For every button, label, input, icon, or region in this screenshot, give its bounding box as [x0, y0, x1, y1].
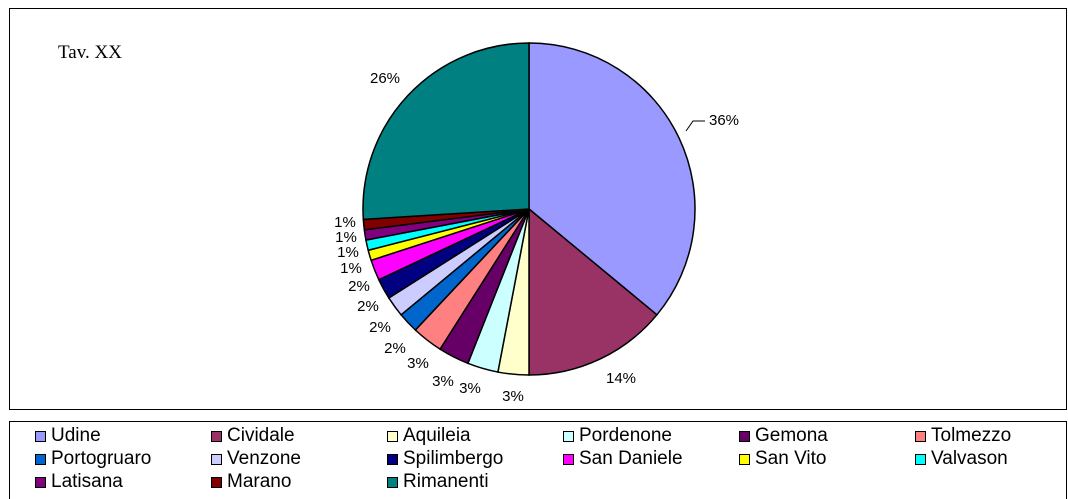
pct-label-valvason: 1% — [337, 244, 359, 261]
legend-item-marano: Marano — [211, 471, 291, 493]
legend-label: Cividale — [227, 425, 295, 446]
legend-item-gemona: Gemona — [739, 425, 828, 447]
pct-label-portogruaro: 2% — [384, 340, 406, 357]
legend-item-udine: Udine — [35, 425, 101, 447]
pct-label-rimanenti: 26% — [370, 70, 400, 87]
legend-swatch — [35, 453, 46, 465]
legend-item-venzone: Venzone — [211, 448, 301, 470]
legend-swatch — [211, 476, 222, 488]
legend-swatch — [211, 430, 222, 442]
legend-item-valvason: Valvason — [915, 448, 1008, 470]
legend-swatch — [563, 453, 574, 465]
legend-label: Venzone — [227, 448, 301, 469]
pct-label-san-daniele: 2% — [348, 278, 370, 295]
legend-item-aquileia: Aquileia — [387, 425, 471, 447]
legend-item-latisana: Latisana — [35, 471, 123, 493]
legend-item-portogruaro: Portogruaro — [35, 448, 151, 470]
legend-item-spilimbergo: Spilimbergo — [387, 448, 503, 470]
legend-swatch — [387, 430, 398, 442]
legend-item-rimanenti: Rimanenti — [387, 471, 489, 493]
legend-swatch — [211, 453, 222, 465]
pie-chart: 36%14%3%3%3%3%2%2%2%2%1%1%1%1%26% — [334, 42, 739, 405]
legend-swatch — [35, 430, 46, 442]
legend-label: Gemona — [755, 425, 828, 446]
pct-label-udine: 36% — [709, 112, 739, 129]
pct-label-marano: 1% — [334, 214, 356, 231]
pct-label-aquileia: 3% — [502, 388, 524, 405]
legend: Udine Cividale Aquileia Pordenone Gemona Tolm… — [9, 421, 1067, 499]
legend-swatch — [35, 476, 46, 488]
legend-swatch — [387, 476, 398, 488]
pct-label-gemona: 3% — [432, 373, 454, 390]
chart-title: Tav. XX — [58, 42, 122, 63]
pct-label-venzone: 2% — [369, 319, 391, 336]
legend-swatch — [387, 453, 398, 465]
legend-label: Valvason — [931, 448, 1008, 469]
legend-item-cividale: Cividale — [211, 425, 295, 447]
legend-swatch — [915, 430, 926, 442]
pie-slice-udine — [528, 42, 696, 316]
legend-swatch — [739, 453, 750, 465]
legend-label: San Daniele — [579, 448, 683, 469]
legend-label: Aquileia — [403, 425, 471, 446]
legend-label: Latisana — [51, 471, 123, 492]
legend-swatch — [915, 453, 926, 465]
legend-label: Spilimbergo — [403, 448, 504, 469]
pct-label-san-vito: 1% — [340, 260, 362, 277]
legend-swatch — [563, 430, 574, 442]
legend-label: Rimanenti — [403, 471, 489, 492]
pct-label-pordenone: 3% — [459, 380, 481, 397]
legend-item-san-daniele: San Daniele — [563, 448, 683, 470]
pct-label-spilimbergo: 2% — [357, 298, 379, 315]
pct-label-latisana: 1% — [335, 229, 357, 246]
legend-label: Udine — [51, 425, 101, 446]
pct-label-tolmezzo: 3% — [407, 355, 429, 372]
leader-line — [685, 120, 705, 132]
legend-label: Portogruaro — [51, 448, 152, 469]
legend-label: Marano — [227, 471, 292, 492]
legend-label: San Vito — [755, 448, 827, 469]
legend-item-tolmezzo: Tolmezzo — [915, 425, 1011, 447]
legend-item-san-vito: San Vito — [739, 448, 826, 470]
legend-label: Pordenone — [579, 425, 672, 446]
legend-label: Tolmezzo — [931, 425, 1012, 446]
pie-slice-rimanenti — [362, 42, 530, 221]
legend-swatch — [739, 430, 750, 442]
pct-label-cividale: 14% — [606, 370, 636, 387]
legend-item-pordenone: Pordenone — [563, 425, 672, 447]
pie-slice-cividale — [528, 207, 658, 376]
